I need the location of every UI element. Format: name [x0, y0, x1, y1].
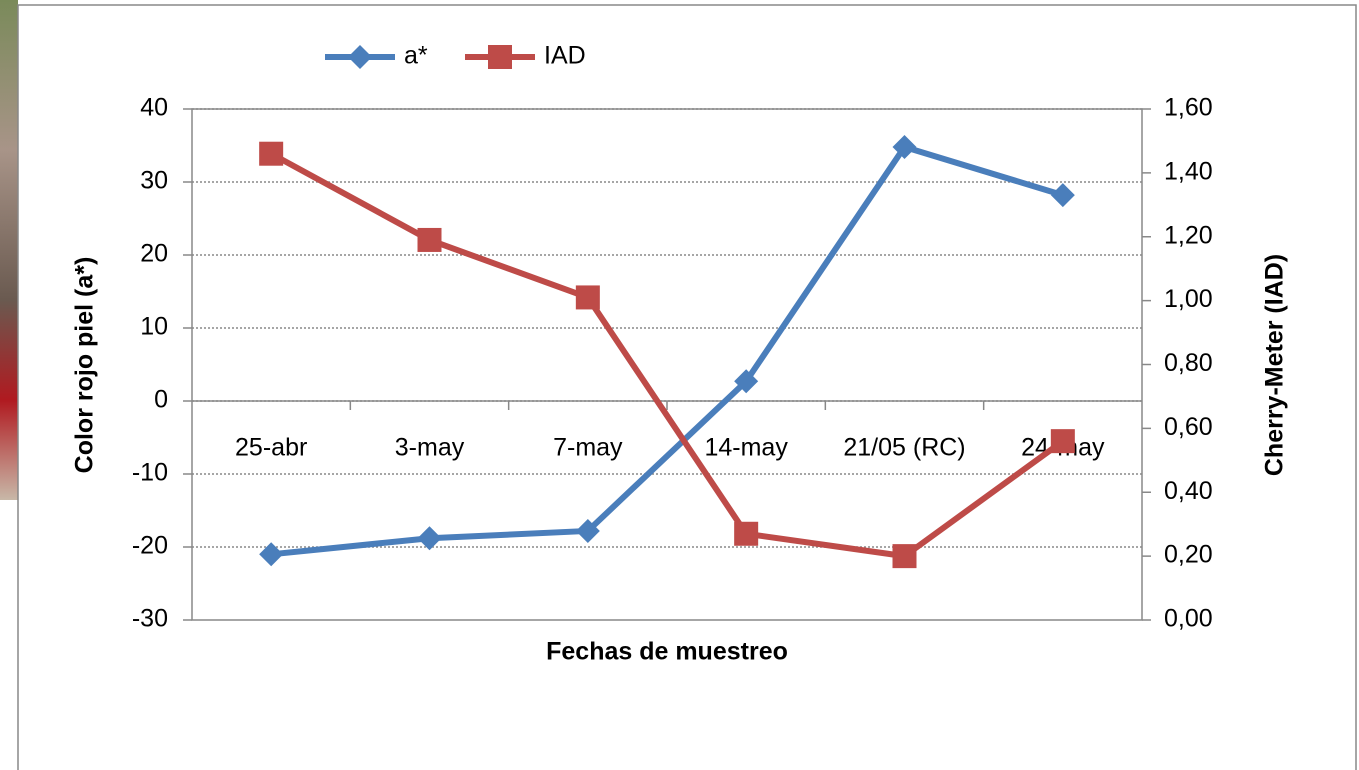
x-axis-title: Fechas de muestreo	[546, 638, 788, 666]
point	[575, 518, 600, 543]
y2-tick-label: 1,40	[1164, 157, 1213, 185]
point	[417, 526, 442, 551]
point	[734, 521, 759, 546]
y2-axis-title: Cherry-Meter (IAD)	[1261, 254, 1289, 476]
point	[892, 134, 917, 159]
background-photo	[0, 0, 18, 500]
legend-marker	[488, 45, 512, 69]
x-tick-label: 14-may	[704, 434, 788, 462]
point	[1050, 429, 1075, 454]
x-tick-label: 7-may	[553, 434, 623, 462]
point	[259, 141, 284, 166]
y2-tick-label: 1,60	[1164, 94, 1213, 122]
x-tick-label: 21/05 (RC)	[843, 434, 965, 462]
point	[417, 227, 442, 252]
y-tick-label: 0	[154, 386, 168, 414]
y2-tick-label: 0,80	[1164, 349, 1213, 377]
y2-tick-label: 0,00	[1164, 605, 1213, 633]
y-tick-label: -30	[132, 605, 168, 633]
chart-frame	[17, 4, 1357, 770]
y-tick-label: 40	[140, 94, 168, 122]
y2-tick-label: 1,00	[1164, 285, 1213, 313]
y2-tick-label: 0,60	[1164, 413, 1213, 441]
plot-border	[191, 108, 1143, 621]
y-tick-label: 30	[140, 167, 168, 195]
legend-label: a*	[404, 42, 428, 70]
legend-marker	[348, 45, 372, 69]
y2-tick-label: 0,40	[1164, 477, 1213, 505]
y-tick-label: -20	[132, 532, 168, 560]
point	[1050, 183, 1075, 208]
y-axis-title: Color rojo piel (a*)	[71, 257, 99, 474]
point	[892, 544, 917, 569]
point	[259, 542, 284, 567]
series-line	[270, 143, 1064, 558]
legend-label: IAD	[544, 42, 586, 70]
series-line	[269, 151, 1065, 560]
y-tick-label: 10	[140, 313, 168, 341]
y2-tick-label: 0,20	[1164, 541, 1213, 569]
point	[734, 369, 759, 394]
x-tick-label: 25-abr	[235, 434, 307, 462]
y-tick-label: -10	[132, 459, 168, 487]
y2-tick-label: 1,20	[1164, 221, 1213, 249]
y-tick-label: 20	[140, 240, 168, 268]
point	[575, 285, 600, 310]
x-tick-label: 3-may	[395, 434, 465, 462]
